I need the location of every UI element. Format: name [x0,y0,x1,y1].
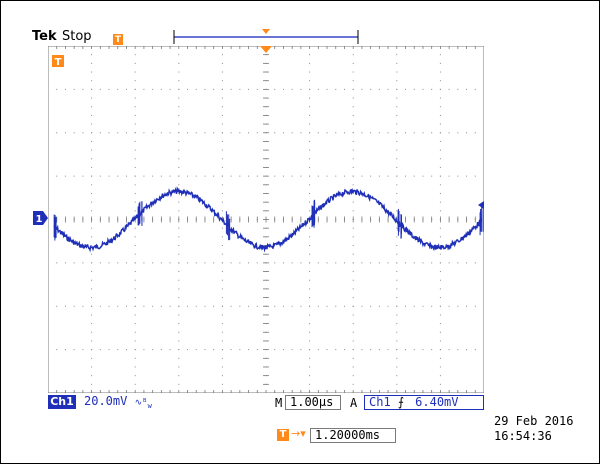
trigger-offset-arrow: →▾ [291,427,306,440]
brand-logo: Tek [32,29,57,44]
rising-edge-icon: ⨍ [397,395,405,409]
timebase-mode: M [275,396,283,410]
ch1-ground-marker[interactable]: 1 [33,211,49,225]
ch1-scale-readout[interactable]: 20.0mV ∿ᴮw [80,395,174,410]
date-readout: 29 Feb 2016 [494,414,574,428]
timebase-scale-readout[interactable]: 1.00µs [285,395,341,410]
time-readout: 16:54:36 [494,429,552,443]
ch1-trace [53,186,483,253]
ch1-spikes [53,199,484,241]
record-view-bar [173,29,359,44]
svg-text:1: 1 [36,214,43,225]
top-bar: Tek Stop T [0,0,600,46]
trigger-mode: A [350,396,358,410]
trigger-offset-icon: T [277,429,289,441]
trigger-readout[interactable]: Ch1 ⨍ 6.40mV [364,395,484,410]
trigger-position-icon: T [113,34,123,45]
ch1-badge[interactable]: Ch1 [48,395,76,409]
acquisition-state: Stop [62,29,92,44]
trigger-marker-label: T [55,57,62,68]
graticule-ticks [48,46,476,393]
waveform-display[interactable]: T [48,46,484,393]
trigger-marker-box [52,55,64,67]
bandwidth-limit-icon: ∿ᴮw [134,398,152,410]
trigger-position-marker[interactable] [260,46,272,53]
trigger-level-marker[interactable] [478,201,484,209]
trigger-position-readout[interactable]: 1.20000ms [310,428,396,443]
